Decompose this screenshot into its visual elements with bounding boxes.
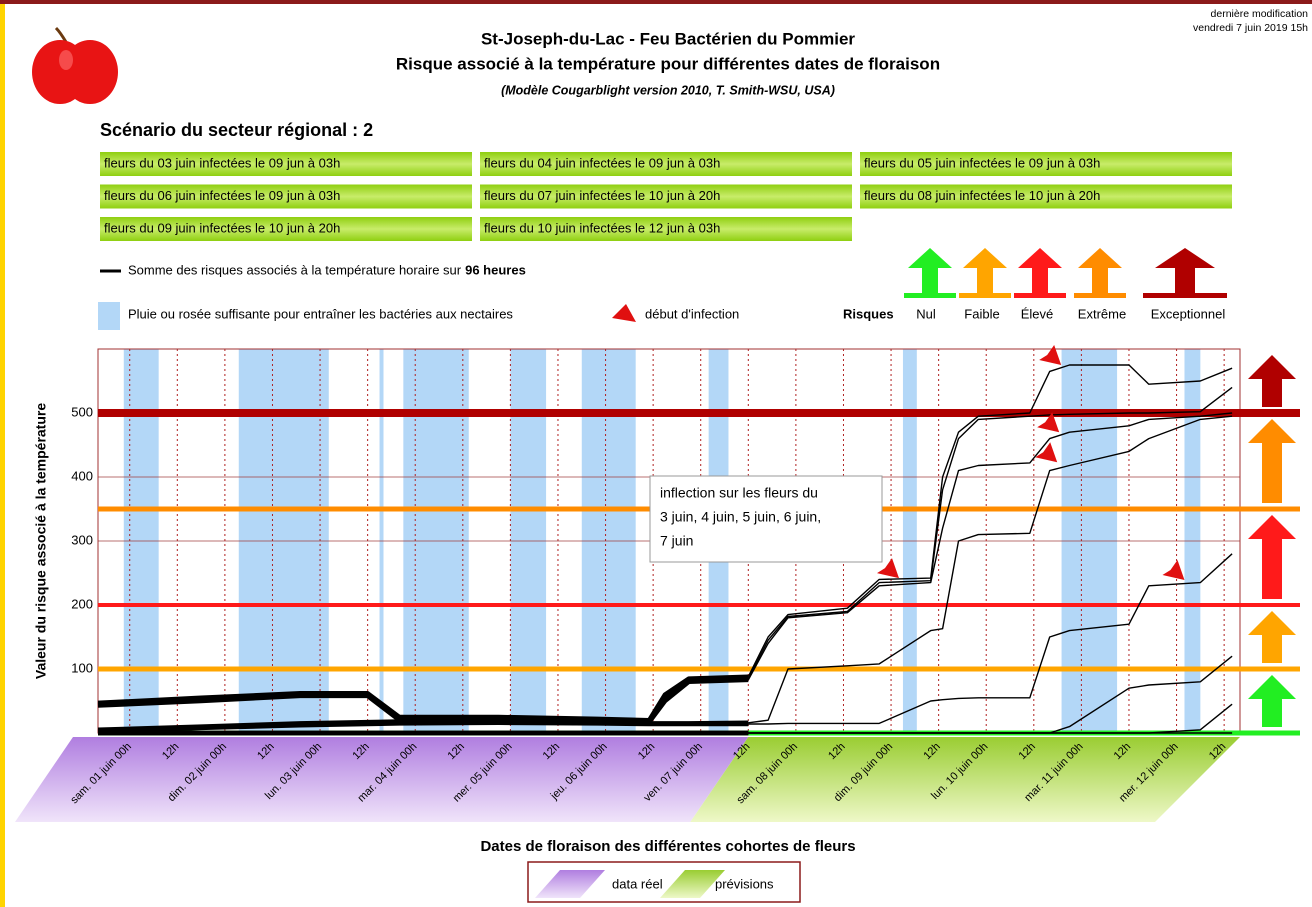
risk-legend-base [1074, 293, 1126, 298]
risks-title: Risques [843, 306, 894, 321]
page: St-Joseph-du-Lac - Feu Bactérien du Pomm… [0, 0, 1312, 907]
forecast-legend-text: prévisions [715, 876, 774, 891]
risk-legend-label: Exceptionnel [1151, 306, 1226, 321]
y-tick-label: 300 [71, 532, 93, 547]
y-axis-label: Valeur du risque associé à la températur… [33, 403, 49, 679]
forecast-band [690, 737, 1240, 822]
risk-legend-label: Élevé [1021, 306, 1054, 321]
cohort-label: fleurs du 09 juin infectées le 10 jun à … [104, 220, 340, 235]
cohort-label: fleurs du 08 juin infectées le 10 jun à … [864, 188, 1100, 203]
y-tick-label: 500 [71, 404, 93, 419]
real-legend-text: data réel [612, 876, 663, 891]
chart: St-Joseph-du-Lac - Feu Bactérien du Pomm… [0, 0, 1312, 907]
title: St-Joseph-du-Lac - Feu Bactérien du Pomm… [481, 29, 855, 48]
risk-legend-base [1143, 293, 1227, 298]
y-tick-label: 100 [71, 660, 93, 675]
cohort-label: fleurs du 04 juin infectées le 09 jun à … [484, 155, 720, 170]
risk-legend-base [904, 293, 956, 298]
y-tick-label: 400 [71, 468, 93, 483]
x-axis-label: Dates de floraison des différentes cohor… [480, 838, 855, 855]
cohort-label: fleurs du 06 juin infectées le 09 jun à … [104, 188, 340, 203]
annotation-text: 3 juin, 4 juin, 5 juin, 6 juin, [660, 509, 821, 525]
risk-legend-base [959, 293, 1011, 298]
cohort-label: fleurs du 05 juin infectées le 09 jun à … [864, 155, 1100, 170]
annotation-text: inflection sur les fleurs du [660, 485, 818, 501]
modified-date: vendredi 7 juin 2019 15h [1193, 22, 1308, 34]
rain-legend-swatch [98, 302, 120, 330]
sum-legend-hours: 96 heures [465, 262, 526, 277]
cohort-label: fleurs du 10 juin infectées le 12 jun à … [484, 220, 720, 235]
sum-legend-text: Somme des risques associés à la températ… [128, 262, 462, 277]
frame-top [0, 0, 1312, 4]
modified-label: dernière modification [1211, 8, 1309, 20]
y-tick-label: 200 [71, 596, 93, 611]
risk-legend-base [1014, 293, 1066, 298]
model-note: (Modèle Cougarblight version 2010, T. Sm… [501, 83, 835, 97]
cohort-label: fleurs du 07 juin infectées le 10 jun à … [484, 188, 720, 203]
frame-left [0, 0, 5, 907]
risk-legend-label: Extrême [1078, 306, 1126, 321]
cohort-label: fleurs du 03 juin infectées le 09 jun à … [104, 155, 340, 170]
subtitle: Risque associé à la température pour dif… [396, 54, 940, 73]
infection-legend-text: début d'infection [645, 306, 739, 321]
scenario: Scénario du secteur régional : 2 [100, 120, 373, 140]
risk-legend-label: Nul [916, 306, 936, 321]
rain-legend-text: Pluie ou rosée suffisante pour entraîner… [128, 306, 513, 321]
annotation-text: 7 juin [660, 533, 693, 549]
risk-legend-label: Faible [964, 306, 999, 321]
